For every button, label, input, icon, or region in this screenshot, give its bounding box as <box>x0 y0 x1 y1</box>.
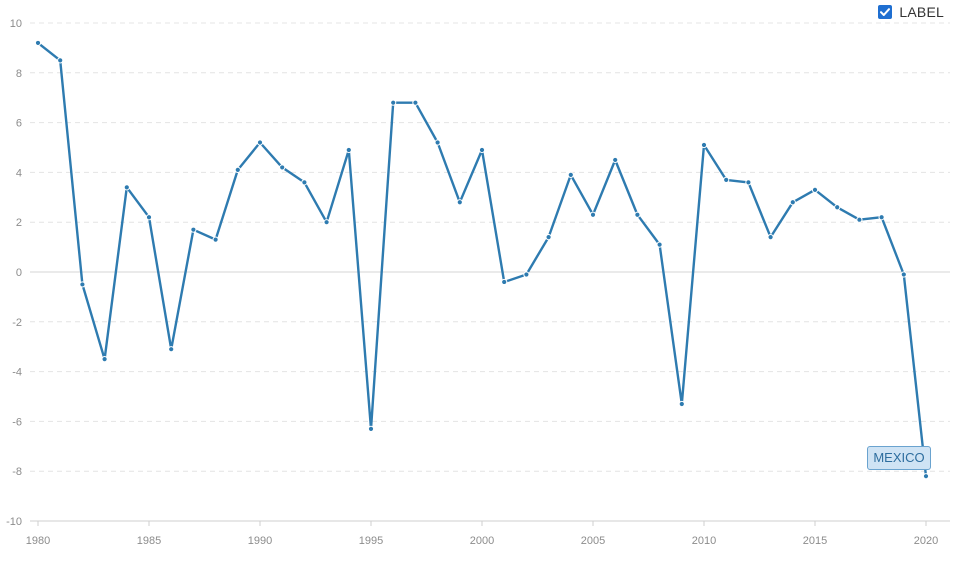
data-point[interactable] <box>145 214 153 221</box>
data-point[interactable] <box>767 234 774 241</box>
data-point[interactable] <box>745 179 752 186</box>
data-point[interactable] <box>57 57 64 64</box>
data-point[interactable] <box>589 211 597 218</box>
x-tick-label: 2005 <box>581 535 605 547</box>
data-point[interactable] <box>523 271 530 278</box>
data-point[interactable] <box>323 219 330 226</box>
data-point[interactable] <box>301 179 308 186</box>
data-point[interactable] <box>700 141 708 149</box>
x-tick-label: 2010 <box>692 535 716 547</box>
data-point[interactable] <box>545 234 552 241</box>
data-point[interactable] <box>856 216 863 223</box>
series-line <box>37 41 928 477</box>
data-point[interactable] <box>123 184 130 191</box>
y-tick-label: -6 <box>12 416 22 428</box>
series-mexico <box>34 39 930 480</box>
gridlines <box>30 22 950 522</box>
legend-checkbox[interactable] <box>878 5 893 19</box>
data-point[interactable] <box>634 211 641 218</box>
data-point[interactable] <box>478 146 486 154</box>
x-axis: 1980 1985 1990 1995 2000 2005 2010 2015 2020 <box>26 520 950 547</box>
data-point[interactable] <box>811 186 819 193</box>
data-point[interactable] <box>212 236 219 243</box>
data-point[interactable] <box>456 199 463 206</box>
data-point[interactable] <box>567 171 574 178</box>
data-point[interactable] <box>723 176 730 183</box>
data-point[interactable] <box>789 199 796 206</box>
y-tick-label: 4 <box>16 167 22 179</box>
y-tick-label: 0 <box>16 267 22 279</box>
data-point[interactable] <box>79 281 86 288</box>
data-point[interactable] <box>234 166 241 174</box>
x-tick-label: 1985 <box>137 535 161 547</box>
data-point[interactable] <box>345 146 352 154</box>
data-point[interactable] <box>878 214 885 221</box>
legend-toggle[interactable]: LABEL <box>878 4 944 20</box>
y-tick-label: 10 <box>10 18 22 30</box>
data-point[interactable] <box>412 99 419 106</box>
y-tick-label: 8 <box>16 68 22 80</box>
x-tick-label: 1990 <box>248 535 272 547</box>
series-label-tag: MEXICO <box>867 446 931 470</box>
legend-label: LABEL <box>899 4 944 20</box>
data-point[interactable] <box>678 400 685 408</box>
y-tick-label: -4 <box>12 367 22 379</box>
data-point[interactable] <box>367 425 375 432</box>
x-tick-label: 1995 <box>359 535 383 547</box>
checkmark-icon <box>880 8 891 16</box>
y-tick-label: 6 <box>16 118 22 130</box>
data-point[interactable] <box>168 346 175 353</box>
data-point[interactable] <box>834 204 841 211</box>
data-point[interactable] <box>612 156 619 164</box>
data-point[interactable] <box>922 473 930 480</box>
x-tick-label: 2020 <box>914 535 938 547</box>
data-point[interactable] <box>656 241 663 248</box>
y-tick-label: -8 <box>12 466 22 478</box>
data-point[interactable] <box>256 139 264 146</box>
y-tick-label: 2 <box>16 217 22 229</box>
y-tick-label: -10 <box>6 516 22 528</box>
data-point[interactable] <box>279 164 286 171</box>
data-point[interactable] <box>34 39 42 47</box>
y-tick-label: -2 <box>12 317 22 329</box>
x-tick-label: 2000 <box>470 535 494 547</box>
data-point[interactable] <box>434 139 441 146</box>
x-tick-label: 1980 <box>26 535 50 547</box>
data-point[interactable] <box>101 356 108 363</box>
x-tick-label: 2015 <box>803 535 827 547</box>
data-point[interactable] <box>390 99 397 106</box>
data-point[interactable] <box>900 271 907 278</box>
data-point[interactable] <box>501 278 508 286</box>
y-axis: 10 8 6 4 2 0 -2 -4 -6 -8 -10 <box>6 18 22 528</box>
data-point[interactable] <box>190 226 197 233</box>
